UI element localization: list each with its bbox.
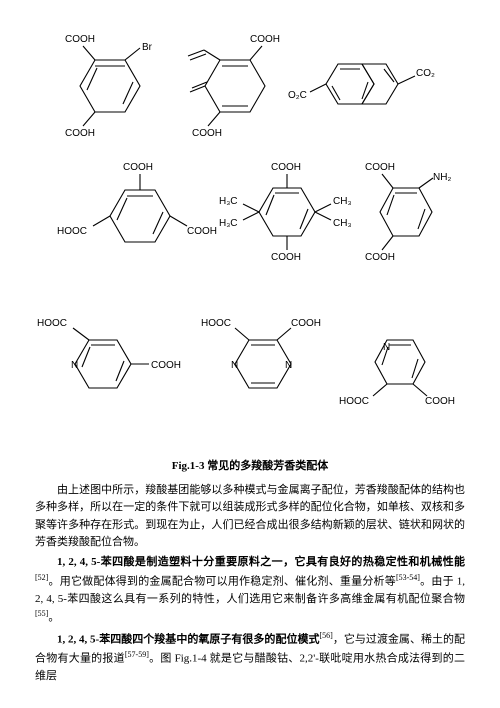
label-cooh: COOH bbox=[187, 226, 217, 237]
label-n: N bbox=[71, 360, 78, 371]
label-cooh: COOH bbox=[151, 360, 181, 371]
p2-text-d: 。 bbox=[48, 612, 59, 624]
label-cooh: COOH bbox=[291, 318, 321, 329]
paragraph-1: 由上述图中所示，羧酸基团能够以多种模式与金属离子配位，芳香羧酸配体的结构也多种多… bbox=[35, 482, 465, 552]
label-ch3: CH₃ bbox=[333, 196, 352, 207]
label-n: N bbox=[231, 360, 238, 371]
label-cooh: COOH bbox=[65, 34, 95, 45]
label-co2: CO₂ bbox=[416, 68, 435, 79]
paragraph-2: 1, 2, 4, 5-苯四酸是制造塑料十分重要原料之一，它具有良好的热稳定性和机… bbox=[35, 554, 465, 628]
label-cooh: COOH bbox=[250, 34, 280, 45]
figure-caption: Fig.1-3 常见的多羧酸芳香类配体 bbox=[35, 458, 465, 476]
ref-52: [52] bbox=[35, 573, 48, 582]
label-br: Br bbox=[142, 42, 153, 53]
figure-chemical-structures: COOH Br COOH COOH COOH CO₂ O₂C bbox=[35, 30, 465, 450]
label-cooh: COOH bbox=[425, 396, 455, 407]
label-cooh: COOH bbox=[192, 128, 222, 139]
paragraph-3: 1, 2, 4, 5-苯四酸四个羧基中的氧原子有很多的配位模式[56]，它与过渡… bbox=[35, 630, 465, 686]
label-h3c: H₃C bbox=[219, 196, 238, 207]
ref-57-59: [57-59] bbox=[125, 650, 149, 659]
label-n: N bbox=[285, 360, 292, 371]
label-hooc: HOOC bbox=[339, 396, 369, 407]
label-o2c: O₂C bbox=[288, 90, 307, 101]
label-cooh: COOH bbox=[271, 162, 301, 173]
label-cooh: COOH bbox=[123, 162, 153, 173]
label-cooh: COOH bbox=[365, 162, 395, 173]
label-cooh: COOH bbox=[365, 252, 395, 263]
label-hooc: HOOC bbox=[37, 318, 67, 329]
label-n: N bbox=[383, 342, 390, 353]
label-hooc: HOOC bbox=[57, 226, 87, 237]
ref-55: [55] bbox=[35, 609, 48, 618]
ref-56: [56] bbox=[320, 631, 333, 640]
label-ch3: CH₃ bbox=[333, 218, 352, 229]
label-cooh: COOH bbox=[271, 252, 301, 263]
label-cooh: COOH bbox=[65, 128, 95, 139]
label-nh2: NH₂ bbox=[433, 172, 451, 183]
label-hooc: HOOC bbox=[201, 318, 231, 329]
p3-text-a: 1, 2, 4, 5-苯四酸四个羧基中的氧原子有很多的配位模式 bbox=[57, 633, 320, 645]
p2-text-b: 。用它做配体得到的金属配合物可以用作稳定剂、催化剂、重量分析等 bbox=[48, 575, 396, 587]
ref-53-54: [53-54] bbox=[396, 573, 420, 582]
label-h3c: H₃C bbox=[219, 218, 238, 229]
p2-text-a: 1, 2, 4, 5-苯四酸是制造塑料十分重要原料之一，它具有良好的热稳定性和机… bbox=[57, 556, 465, 568]
